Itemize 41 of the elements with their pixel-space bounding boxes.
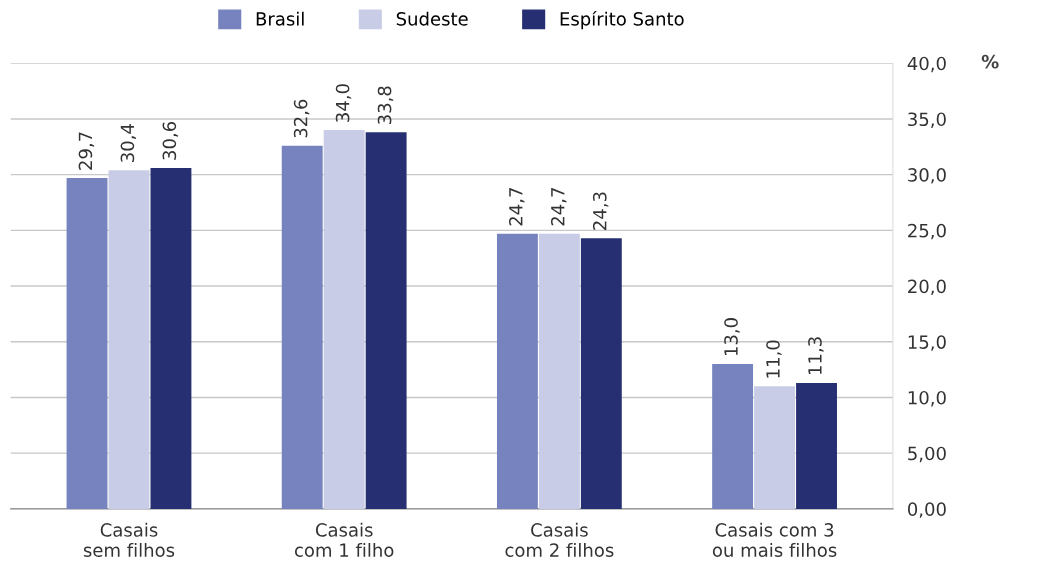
bar [580, 238, 622, 509]
legend-label: Espírito Santo [560, 10, 684, 30]
x-tick-label: Casais com 1 filho [294, 522, 394, 557]
data-label: 24,7 [508, 188, 525, 226]
y-tick-label: 15,0 [908, 335, 946, 351]
data-label: 11,0 [766, 340, 782, 378]
bar [754, 386, 796, 509]
y-tick-label: 40,0 [907, 56, 946, 73]
bar [538, 233, 580, 509]
bar [108, 170, 150, 509]
y-tick-label: 20,0 [908, 279, 946, 296]
y-axis-title: % [981, 54, 999, 69]
data-label: 30,6 [162, 121, 179, 160]
data-label: 34,0 [335, 84, 352, 122]
data-label: 24,7 [550, 188, 567, 226]
y-tick-label: 5,00 [908, 446, 946, 463]
y-tick-label: 25,0 [908, 223, 946, 240]
data-label: 33,8 [377, 86, 394, 124]
x-tick-label: Casais sem filhos [83, 522, 175, 557]
bar [281, 145, 323, 509]
bar [496, 233, 538, 509]
bar [365, 132, 407, 509]
x-tick-label: Casais com 3 ou mais filhos [712, 522, 837, 557]
data-label: 29,7 [78, 132, 95, 170]
bar [323, 130, 365, 509]
data-label: 30,4 [120, 124, 137, 162]
y-tick-label: 35,0 [908, 112, 946, 128]
y-tick-label: 30,0 [908, 168, 946, 184]
bar [150, 167, 192, 509]
data-label: 24,3 [592, 192, 609, 230]
x-tick-label: Casais com 2 filhos [505, 522, 614, 557]
data-label: 11,3 [808, 337, 824, 375]
legend-label: Sudeste [396, 11, 468, 26]
bar [796, 382, 837, 509]
y-tick-label: 0,00 [908, 502, 946, 518]
data-label: 32,6 [293, 99, 310, 138]
data-label: 13,0 [724, 318, 740, 356]
bar [712, 364, 754, 509]
legend-label: Brasil [256, 11, 304, 26]
y-tick-label: 10,0 [908, 390, 946, 407]
bar [66, 178, 108, 509]
